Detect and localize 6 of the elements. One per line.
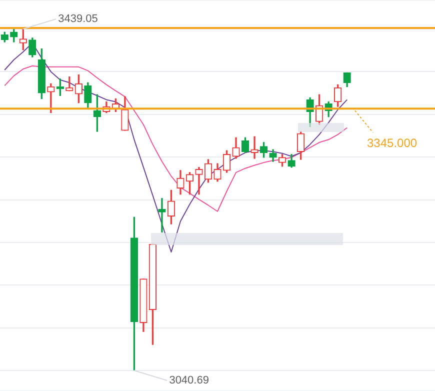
text: 3040.69 [169,374,209,387]
text: 3439.05 [58,13,98,26]
candlestick [158,198,166,233]
candlestick [195,167,203,195]
annotation: 3345.000 [367,136,418,150]
candlestick [250,136,258,159]
